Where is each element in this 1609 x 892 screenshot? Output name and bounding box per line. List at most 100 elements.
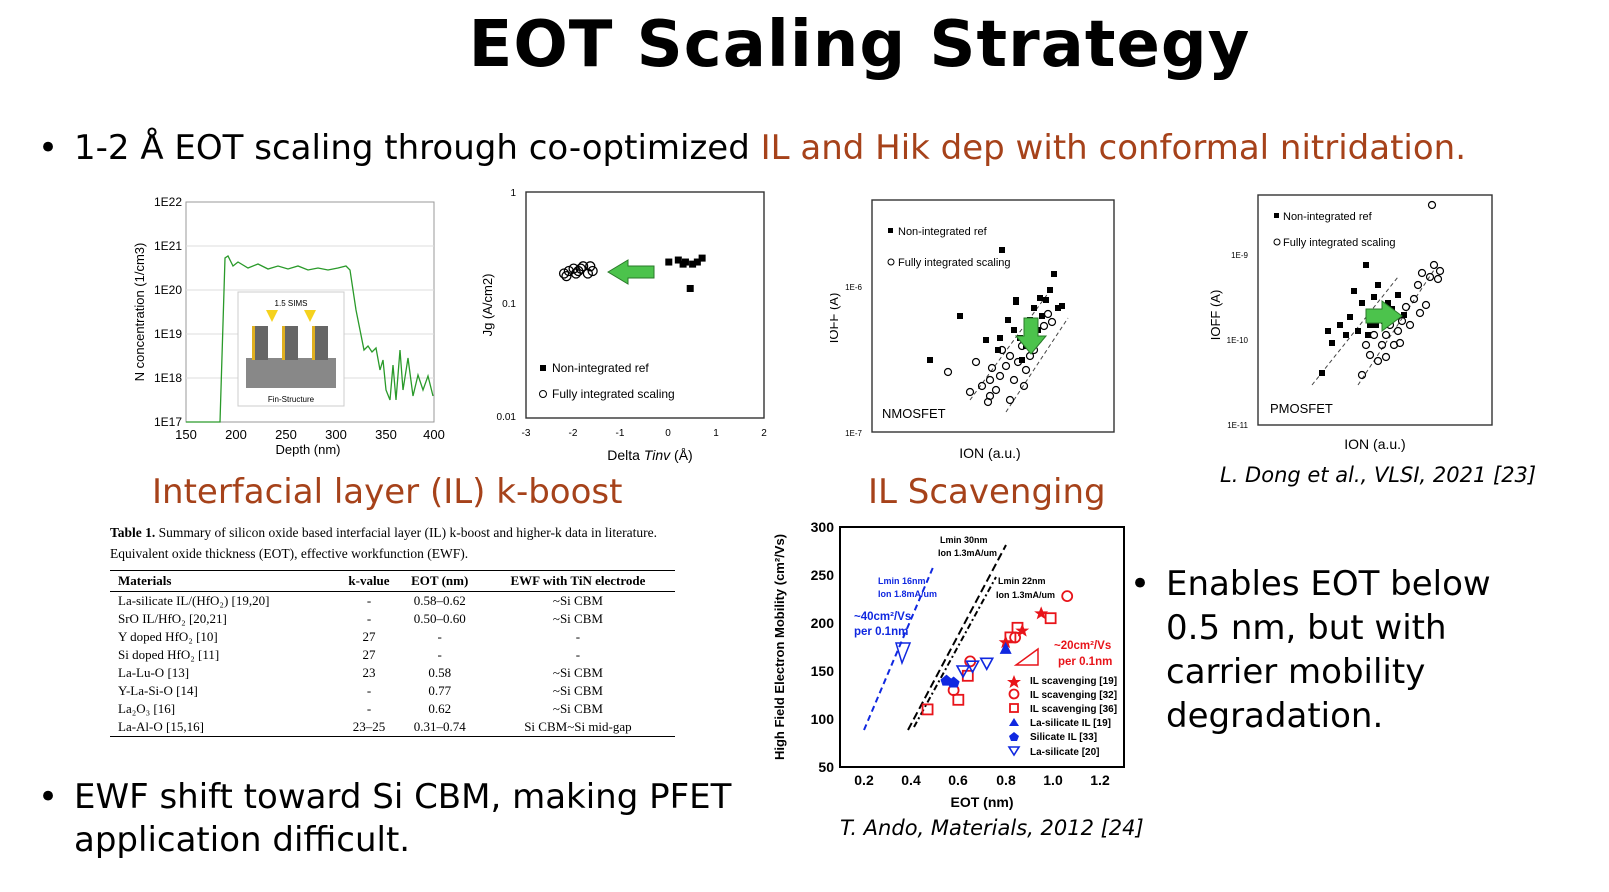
- mob-ytick: 50: [818, 759, 834, 775]
- ann-20b: per 0.1nm: [1058, 656, 1112, 668]
- table-cell: -: [366, 683, 372, 698]
- pmos-ytick: 1E-9: [1231, 251, 1248, 260]
- square-icon: [1009, 703, 1019, 713]
- pmos-ref-point: [1355, 328, 1361, 334]
- nmos-fully-point: [971, 357, 981, 367]
- mob-ytick: 300: [811, 519, 835, 535]
- nmos-fully-point: [1043, 309, 1053, 319]
- nmos-ref-point: [1037, 295, 1043, 301]
- pmos-ylabel: IOFF (A): [1208, 290, 1223, 341]
- jg-fully-point: [558, 268, 570, 279]
- mob-legend-item: IL scavenging [19]: [1030, 676, 1117, 687]
- nmos-ref-point: [1047, 287, 1053, 293]
- nmos-ref-point: [999, 247, 1005, 253]
- sims-inset: 1.5 SIMS Fin-Structure: [237, 291, 345, 407]
- mob-point: [952, 693, 965, 706]
- table-cell: ~Si CBM: [552, 701, 603, 716]
- pmos-ref-point: [1385, 300, 1391, 306]
- bullet-enables: • Enables EOT below 0.5 nm, but with carr…: [1130, 562, 1550, 738]
- table-cell: 0.58: [428, 665, 452, 680]
- mob-point: [965, 660, 980, 674]
- mob-xtick: 0.6: [948, 772, 968, 788]
- bullet-text: Enables EOT below 0.5 nm, but with carri…: [1166, 564, 1491, 736]
- table-cell: -: [575, 629, 581, 644]
- table-cell: ~Si CBM: [552, 665, 603, 680]
- jg-ref-point: [686, 284, 694, 292]
- nmos-fully-point: [997, 345, 1007, 355]
- nmos-ref-point: [983, 337, 989, 343]
- ann-40b: per 0.1nm: [854, 626, 908, 638]
- pmos-xlabel: ION (a.u.): [1344, 436, 1405, 452]
- sims-ytick: 1E19: [154, 327, 182, 341]
- pmos-ref-point: [1363, 262, 1369, 268]
- bullet-dot: •: [1130, 564, 1151, 604]
- sims-yticks: 1E22 1E21 1E20 1E19 1E18 1E17: [154, 195, 182, 429]
- nmos-ylabel: IOFF (A): [830, 293, 841, 344]
- table-cell: -: [366, 701, 372, 716]
- pmos-fully-point: [1425, 272, 1435, 282]
- table-header: k-value: [339, 570, 399, 592]
- pmos-label: PMOSFET: [1270, 401, 1333, 416]
- table-row: La-Al-O [15,16] 23–25 0.31–0.74 Si CBM~Si m…: [110, 718, 675, 737]
- section-il-scavenging: IL Scavenging: [868, 472, 1106, 512]
- citation-dong: L. Dong et al., VLSI, 2021 [23]: [1220, 463, 1537, 487]
- pmos-fully-point: [1415, 308, 1425, 318]
- legend-circle-icon: [887, 258, 895, 266]
- sims-xlabel: Depth (nm): [275, 442, 340, 457]
- table-cell: La-Al-O [15,16]: [110, 718, 340, 737]
- mob-point: [1011, 621, 1024, 634]
- jg-fully-point: [561, 271, 572, 282]
- nmos-ref-point: [927, 357, 933, 363]
- sims-profile-line: [186, 255, 434, 423]
- mob-point: [947, 676, 960, 688]
- jg-ref-point: [693, 258, 701, 266]
- mob-xtick: 0.8: [996, 772, 1016, 788]
- star-icon: [1007, 675, 1021, 688]
- table-row: Y doped HfO₂ [10] 27 - -: [110, 628, 675, 646]
- jg-ref-point: [689, 260, 697, 268]
- pmos-fully-point: [1373, 356, 1383, 366]
- legend-square-icon: [1274, 213, 1279, 218]
- jg-ylabel: Jg (A/cm2): [480, 274, 495, 337]
- nmos-xlabel: ION (a.u.): [959, 445, 1020, 461]
- table-cell: Si CBM~Si mid-gap: [480, 718, 675, 737]
- mob-ylabel: High Field Electron Mobility (cm²/Vs): [772, 534, 787, 760]
- jg-xtick: 0: [665, 428, 671, 439]
- pmos-fully-point: [1393, 326, 1403, 336]
- table-cell: 27: [362, 629, 376, 644]
- trend-line: [913, 576, 997, 728]
- jg-ytick: 0.1: [502, 299, 516, 310]
- table-cell: 0.77: [428, 683, 452, 698]
- nmos-fully-point: [1019, 381, 1029, 391]
- nmos-fully-point: [965, 387, 975, 397]
- nmos-ref-point: [1013, 299, 1019, 305]
- trend-line: [1005, 317, 1069, 413]
- mob-ytick: 200: [811, 615, 835, 631]
- pmos-legend-ref: Non-integrated ref: [1283, 211, 1373, 223]
- pmos-fully-point: [1369, 330, 1379, 340]
- ann-40: ~40cm²/Vs: [854, 611, 911, 623]
- mob-xtick: 1.2: [1090, 772, 1110, 788]
- pmos-fully-point: [1427, 200, 1437, 210]
- bullet-text: 1-2 Å EOT scaling through co-optimized: [74, 128, 761, 168]
- sims-xtick: 200: [225, 427, 247, 442]
- table-cell: ~Si CBM: [552, 593, 603, 608]
- mob-point: [1004, 631, 1017, 644]
- pmos-fully-point: [1381, 352, 1391, 362]
- pmos-ref-point: [1375, 282, 1381, 288]
- table-cell: -: [366, 593, 372, 608]
- mob-xtick: 0.2: [854, 772, 874, 788]
- bullet-dot: •: [38, 128, 59, 168]
- table-cell: 0.31–0.74: [398, 718, 481, 737]
- table-cell: Y-La-Si-O [14]: [118, 683, 198, 698]
- nmos-fully-point: [1009, 375, 1019, 385]
- circle-icon: [1008, 688, 1020, 700]
- jg-ref-point: [681, 258, 689, 266]
- mob-xtick: 0.4: [901, 772, 921, 788]
- sims-xticks: 150 200 250 300 350 400: [175, 427, 445, 442]
- nmos-ref-point: [1005, 317, 1011, 323]
- mob-point: [1061, 590, 1074, 603]
- table-cell: Si doped HfO₂ [11]: [118, 647, 220, 662]
- nmos-fully-point: [987, 363, 997, 373]
- nmos-ref-point: [1043, 297, 1049, 303]
